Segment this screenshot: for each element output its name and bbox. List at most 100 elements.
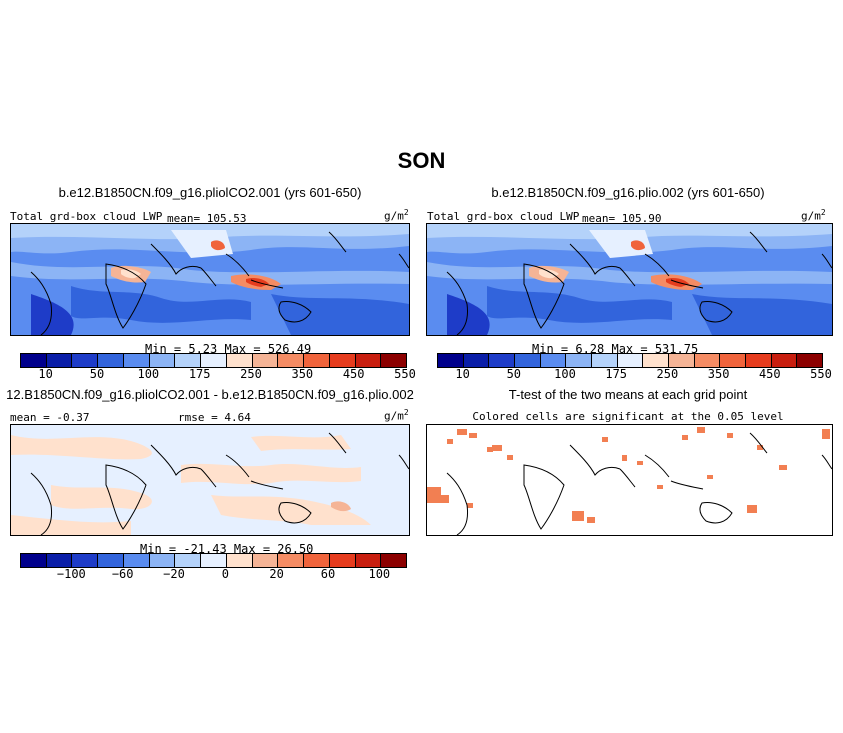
colorbar-swatch: [21, 354, 47, 367]
significance-cell: [602, 437, 608, 442]
significance-cell: [467, 503, 473, 508]
colorbar-swatch: [123, 354, 150, 367]
colorbar-tick-label: −20: [163, 567, 185, 581]
colorbar-swatch: [694, 354, 721, 367]
panel3-rmse: rmse = 4.64: [178, 411, 251, 424]
colorbar-swatch: [175, 354, 202, 367]
colorbar-tick-label: −60: [111, 567, 134, 581]
panel3-units: g/m2: [384, 408, 409, 423]
colorbar-swatch: [489, 354, 516, 367]
panel1-map: [10, 223, 410, 336]
colorbar-swatch: [720, 354, 747, 367]
colorbar-tick-label: 350: [291, 367, 314, 381]
colorbar-swatch: [515, 354, 541, 367]
significance-cell: [682, 435, 688, 440]
panel2-units: g/m2: [801, 208, 826, 223]
panel4-subtitle: Colored cells are significant at the 0.0…: [472, 410, 784, 423]
colorbar-swatch: [252, 354, 279, 367]
significance-cells: [427, 427, 830, 523]
colorbar-swatch: [617, 354, 644, 367]
colorbar-swatch: [592, 354, 618, 367]
panel2-map-field: [427, 224, 832, 335]
panel2-case-title: b.e12.B1850CN.f09_g16.plio.002 (yrs 601-…: [491, 185, 765, 200]
colorbar-swatch: [746, 354, 772, 367]
panel3-mean: mean = -0.37: [10, 411, 90, 424]
significance-cell: [707, 475, 713, 479]
colorbar-tick-label: 550: [810, 367, 832, 381]
significance-cell: [572, 511, 584, 521]
colorbar-swatch: [669, 354, 695, 367]
significance-cell: [747, 505, 757, 513]
colorbar-swatch: [226, 554, 253, 567]
significance-cell: [779, 465, 787, 470]
colorbar-swatch: [252, 554, 279, 567]
colorbar-swatch: [201, 554, 227, 567]
colorbar-swatch: [355, 554, 382, 567]
colorbar-tick-label: 20: [269, 567, 284, 581]
panel3-case-title: 12.B1850CN.f09_g16.pliolCO2.001 - b.e12.…: [6, 387, 414, 402]
colorbar-swatch: [72, 554, 99, 567]
panel1-minmax: Min = 5.23 Max = 526.49: [145, 342, 312, 356]
colorbar-tick-label: 550: [394, 367, 416, 381]
colorbar-swatch: [278, 354, 305, 367]
colorbar-swatch: [149, 554, 176, 567]
colorbar-tick-label: 100: [554, 367, 576, 381]
colorbar-swatch: [46, 554, 73, 567]
colorbar-swatch: [797, 354, 823, 367]
colorbar-swatch: [304, 554, 330, 567]
colorbar-swatch: [643, 354, 670, 367]
colorbar-swatch: [381, 354, 407, 367]
significance-cell: [492, 445, 502, 451]
panel4-significance-map: [427, 425, 832, 535]
colorbar-tick-label: 100: [137, 367, 160, 381]
colorbar-swatch: [175, 554, 202, 567]
colorbar-swatch: [381, 554, 407, 567]
significance-cell: [587, 517, 595, 523]
significance-cell: [757, 445, 763, 450]
colorbar-swatch: [98, 354, 124, 367]
colorbar-swatch: [123, 554, 150, 567]
colorbar-swatch: [304, 354, 330, 367]
colorbar-tick-label: 50: [89, 367, 105, 381]
colorbar-tick-label: 450: [758, 367, 781, 381]
colorbar-tick-label: 50: [506, 367, 522, 381]
significance-cell: [487, 447, 493, 452]
significance-cell: [427, 487, 441, 503]
panel4-map: [426, 424, 833, 536]
colorbar-swatch: [463, 354, 490, 367]
colorbar-tick-label: 350: [707, 367, 730, 381]
colorbar-tick-label: 250: [656, 367, 679, 381]
panel4-title: T-test of the two means at each grid poi…: [508, 387, 748, 402]
colorbar-swatch: [46, 354, 73, 367]
significance-cell: [822, 429, 830, 439]
colorbar-swatch: [98, 554, 124, 567]
colorbar-swatch: [226, 354, 253, 367]
colorbar-swatch: [21, 554, 47, 567]
colorbar-tick-label: 100: [368, 567, 391, 581]
panel1-mean: mean= 105.53: [167, 212, 247, 225]
colorbar-tick-label: 175: [188, 367, 211, 381]
significance-cell: [637, 461, 643, 465]
significance-cell: [469, 433, 477, 438]
panel2-mean: mean= 105.90: [582, 212, 662, 225]
significance-cell: [507, 455, 513, 460]
colorbar-swatch: [72, 354, 99, 367]
panel1-variable-label: Total grd-box cloud LWP: [10, 210, 163, 223]
panel2-colorbar: [437, 353, 823, 368]
colorbar-tick-label: 0: [221, 567, 229, 581]
panel2-minmax: Min = 6.28 Max = 531.75: [532, 342, 699, 356]
panel3-minmax: Min = -21.43 Max = 26.50: [140, 542, 314, 556]
colorbar-swatch: [278, 554, 305, 567]
panel1-case-title: b.e12.B1850CN.f09_g16.pliolCO2.001 (yrs …: [58, 185, 362, 200]
colorbar-tick-label: 60: [320, 567, 336, 581]
panel2-map: [426, 223, 833, 336]
colorbar-swatch: [329, 354, 356, 367]
panel3-colorbar: [20, 553, 407, 568]
panel3-map-field: [11, 425, 409, 535]
colorbar-tick-label: 10: [38, 367, 53, 381]
significance-cell: [457, 429, 467, 435]
significance-cell: [657, 485, 663, 489]
colorbar-swatch: [438, 354, 464, 367]
colorbar-swatch: [771, 354, 798, 367]
colorbar-tick-label: 250: [240, 367, 262, 381]
